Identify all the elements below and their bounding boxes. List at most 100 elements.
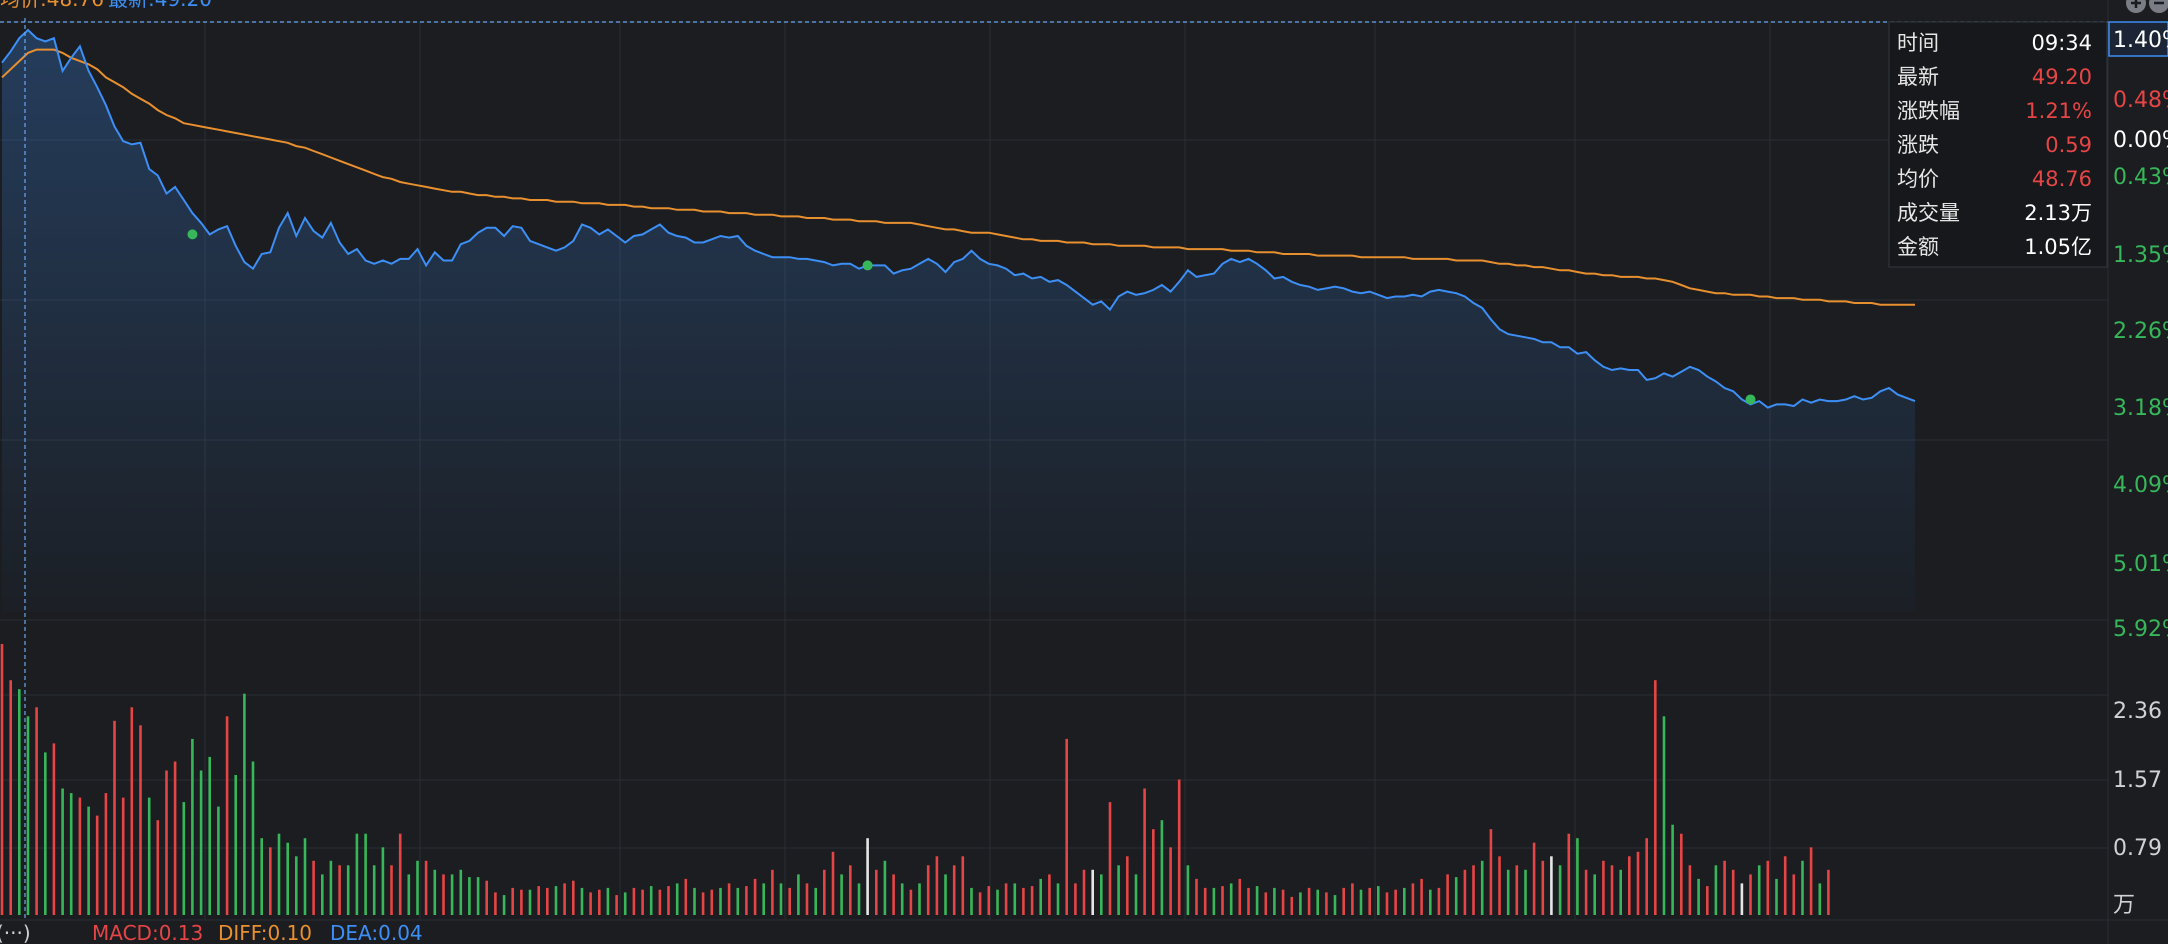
- volume-bar: [1065, 738, 1068, 915]
- volume-bar: [1377, 886, 1380, 915]
- volume-bar: [1394, 889, 1397, 915]
- macd-footer: (···) MACD:0.13 DIFF:0.10 DEA:0.04: [0, 921, 423, 944]
- volume-bar: [381, 847, 385, 915]
- volume-bar: [1628, 856, 1631, 915]
- tooltip-label-2: 涨跌幅: [1897, 99, 1960, 123]
- volume-bar: [1126, 856, 1129, 915]
- volume-bar: [944, 874, 947, 915]
- volume-bar: [987, 886, 991, 915]
- volume-bar: [1273, 887, 1276, 915]
- volume-bar: [1723, 860, 1726, 915]
- pct-label-9: 5.92%: [2113, 617, 2168, 642]
- pct-label-6: 3.18%: [2113, 396, 2168, 421]
- volume-bar: [1645, 838, 1648, 915]
- indicator-switch-icon[interactable]: (···): [0, 921, 31, 944]
- volume-bar: [771, 869, 774, 915]
- volume-bar: [996, 889, 999, 915]
- zoom-out-icon[interactable]: [2149, 0, 2168, 13]
- volume-bar: [286, 842, 289, 915]
- zoom-in-icon[interactable]: [2126, 0, 2146, 13]
- volume-bar: [372, 865, 376, 915]
- volume-bar: [823, 869, 826, 915]
- volume-bar: [1827, 869, 1830, 915]
- volume-bar: [1264, 892, 1268, 915]
- volume-bar: [926, 865, 930, 915]
- volume-bar: [1177, 779, 1181, 915]
- volume-bar: [0, 644, 4, 915]
- volume-bar: [1359, 889, 1363, 915]
- volume-bar: [900, 883, 904, 915]
- volume-bar: [269, 847, 272, 915]
- volume-bar: [1004, 883, 1008, 915]
- tooltip-value-3: 0.59: [2045, 133, 2092, 157]
- volume-bar: [1290, 896, 1294, 915]
- volume-bar: [468, 877, 471, 915]
- volume-bar: [1706, 886, 1709, 915]
- volume-bar: [1117, 865, 1120, 915]
- pct-label-2: 0.00%: [2113, 128, 2168, 153]
- volume-bar: [1082, 869, 1086, 915]
- volume-bar: [69, 793, 73, 915]
- volume-bar: [1576, 838, 1579, 915]
- tooltip-value-2: 1.21%: [2025, 99, 2092, 123]
- volume-bar: [1091, 869, 1094, 915]
- volume-bar: [753, 878, 757, 915]
- volume-bar: [546, 887, 549, 915]
- volume-bar: [641, 889, 644, 915]
- volume-bar: [684, 878, 688, 915]
- volume-bar: [355, 833, 359, 915]
- volume-bar: [779, 883, 783, 915]
- volume-bar: [598, 889, 601, 915]
- volume-bar: [788, 887, 791, 915]
- pct-label-8: 5.01%: [2113, 552, 2168, 577]
- volume-bar: [1766, 860, 1770, 915]
- volume-bar: [1619, 869, 1622, 915]
- volume-bar: [762, 883, 765, 915]
- volume-bar: [1152, 829, 1155, 915]
- dea-label: DEA:0.04: [330, 921, 423, 944]
- volume-bar: [615, 895, 618, 915]
- volume-bar: [346, 865, 350, 915]
- volume-bar: [476, 877, 480, 915]
- volume-bar: [1818, 883, 1822, 915]
- volume-bar: [494, 892, 497, 915]
- volume-bar: [234, 775, 237, 915]
- volume-bar: [61, 788, 64, 915]
- volume-bar: [849, 865, 852, 915]
- volume-bar: [1307, 887, 1311, 915]
- volume-bar: [243, 693, 246, 915]
- volume-bar: [1541, 860, 1545, 915]
- volume-bar: [970, 887, 973, 915]
- tooltip-label-6: 金额: [1897, 235, 1939, 259]
- pct-label-3: 0.43%: [2113, 165, 2168, 190]
- volume-bar: [364, 833, 367, 915]
- volume-bar: [831, 851, 835, 915]
- volume-bar: [1463, 869, 1467, 915]
- volume-bar: [1801, 860, 1804, 915]
- volume-bar: [736, 887, 740, 915]
- volume-bar: [459, 869, 463, 915]
- volume-bar: [416, 860, 419, 915]
- volume-bar: [1385, 892, 1389, 915]
- volume-bar: [701, 892, 705, 915]
- volume-bar: [1013, 883, 1017, 915]
- volume-bar: [1143, 788, 1146, 915]
- volume-bar: [173, 761, 177, 915]
- volume-bar: [693, 887, 696, 915]
- avg-price-line: [1, 48, 1915, 306]
- volume-bar: [1229, 883, 1233, 915]
- volume-bar: [840, 874, 843, 915]
- volume-bar: [1169, 847, 1172, 915]
- volume-bar: [1108, 802, 1112, 915]
- pct-label-0: 1.40%: [2113, 28, 2168, 53]
- volume-bar: [424, 860, 428, 915]
- volume-bar: [44, 752, 47, 915]
- volume-bar: [1316, 889, 1319, 915]
- volume-bar: [918, 883, 921, 915]
- trade-marker-2: [1745, 394, 1756, 405]
- volume-bar: [1048, 874, 1051, 915]
- volume-bar: [675, 883, 679, 915]
- volume-bars: [0, 644, 1830, 915]
- volume-bar: [225, 716, 229, 915]
